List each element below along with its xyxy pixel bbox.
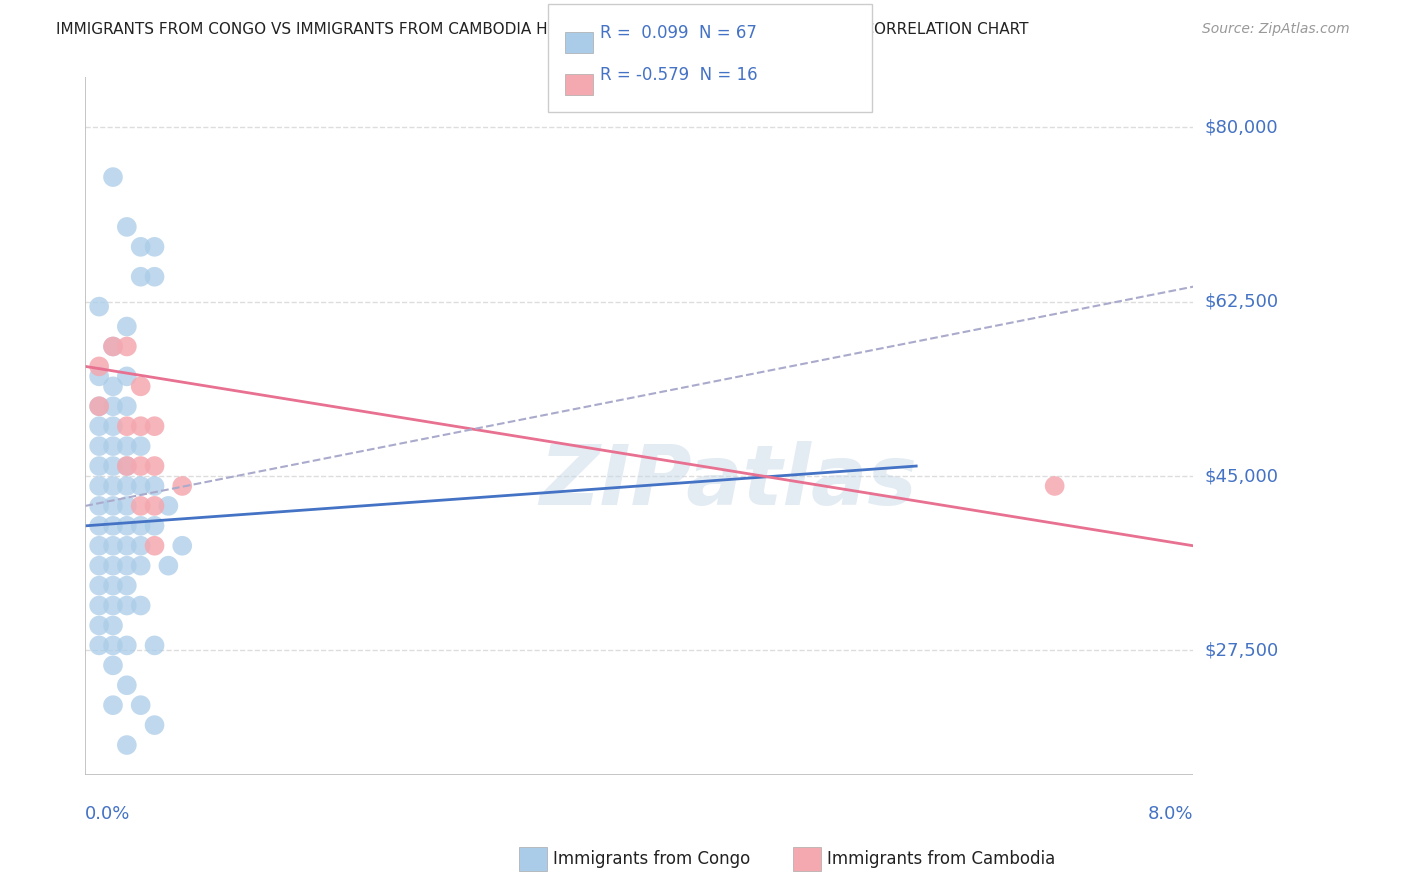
Point (129, 599, 152, 613)
Point (129, 379, 152, 393)
Point (101, 499, 124, 513)
Text: Source: ZipAtlas.com: Source: ZipAtlas.com (1202, 22, 1350, 37)
Point (115, 219, 138, 234)
Point (89, 300, 111, 314)
Point (101, 658, 124, 673)
Point (129, 479, 152, 493)
Point (172, 479, 194, 493)
Point (129, 458, 152, 473)
Point (115, 499, 138, 513)
Point (89, 499, 111, 513)
Point (143, 718, 166, 732)
Text: ZIPatlas: ZIPatlas (538, 442, 917, 523)
Point (101, 379, 124, 393)
Point (115, 539, 138, 553)
Point (101, 339, 124, 353)
Point (101, 698, 124, 713)
Point (115, 458, 138, 473)
Text: $27,500: $27,500 (1205, 641, 1278, 659)
Point (115, 639, 138, 653)
Point (89, 399, 111, 413)
Point (115, 369, 138, 384)
Point (101, 439, 124, 453)
Point (129, 518, 152, 533)
Text: $80,000: $80,000 (1205, 119, 1278, 136)
Point (101, 339, 124, 353)
Point (143, 269, 166, 284)
Point (89, 618, 111, 632)
Point (115, 419, 138, 434)
Point (89, 539, 111, 553)
Point (115, 738, 138, 752)
Point (89, 579, 111, 593)
Point (172, 539, 194, 553)
Point (143, 419, 166, 434)
Point (115, 319, 138, 334)
Point (143, 479, 166, 493)
Point (89, 359, 111, 374)
Point (115, 458, 138, 473)
Text: Immigrants from Cambodia: Immigrants from Cambodia (827, 850, 1054, 868)
Point (115, 518, 138, 533)
Text: R = -0.579  N = 16: R = -0.579 N = 16 (600, 66, 758, 84)
Point (89, 639, 111, 653)
Point (101, 458, 124, 473)
Point (101, 558, 124, 573)
Point (89, 599, 111, 613)
Point (129, 499, 152, 513)
Text: Immigrants from Congo: Immigrants from Congo (553, 850, 749, 868)
Point (129, 240, 152, 254)
Point (101, 399, 124, 413)
Point (157, 558, 180, 573)
Point (115, 678, 138, 692)
Point (101, 639, 124, 653)
Point (129, 269, 152, 284)
Text: $45,000: $45,000 (1205, 467, 1278, 485)
Text: $62,500: $62,500 (1205, 293, 1278, 310)
Point (89, 479, 111, 493)
Point (129, 698, 152, 713)
Point (129, 539, 152, 553)
Point (89, 419, 111, 434)
Text: R =  0.099  N = 67: R = 0.099 N = 67 (600, 24, 758, 42)
Point (89, 439, 111, 453)
Text: 0.0%: 0.0% (86, 805, 131, 823)
Point (129, 419, 152, 434)
Text: IMMIGRANTS FROM CONGO VS IMMIGRANTS FROM CAMBODIA HOUSEHOLDER INCOME UNDER 25 YE: IMMIGRANTS FROM CONGO VS IMMIGRANTS FROM… (56, 22, 1029, 37)
Point (89, 399, 111, 413)
Point (143, 539, 166, 553)
Point (115, 479, 138, 493)
Point (129, 558, 152, 573)
Point (115, 579, 138, 593)
Point (101, 539, 124, 553)
Point (89, 558, 111, 573)
Text: 8.0%: 8.0% (1147, 805, 1194, 823)
Point (101, 599, 124, 613)
Point (115, 339, 138, 353)
Point (101, 170, 124, 185)
Point (101, 419, 124, 434)
Point (157, 499, 180, 513)
Point (1043, 479, 1066, 493)
Point (115, 558, 138, 573)
Point (143, 458, 166, 473)
Point (115, 439, 138, 453)
Point (115, 399, 138, 413)
Point (89, 369, 111, 384)
Point (129, 439, 152, 453)
Point (101, 479, 124, 493)
Point (101, 618, 124, 632)
Point (115, 599, 138, 613)
Point (101, 579, 124, 593)
Point (143, 240, 166, 254)
Point (101, 518, 124, 533)
Point (89, 518, 111, 533)
Point (143, 499, 166, 513)
Point (143, 518, 166, 533)
Point (143, 639, 166, 653)
Point (89, 458, 111, 473)
